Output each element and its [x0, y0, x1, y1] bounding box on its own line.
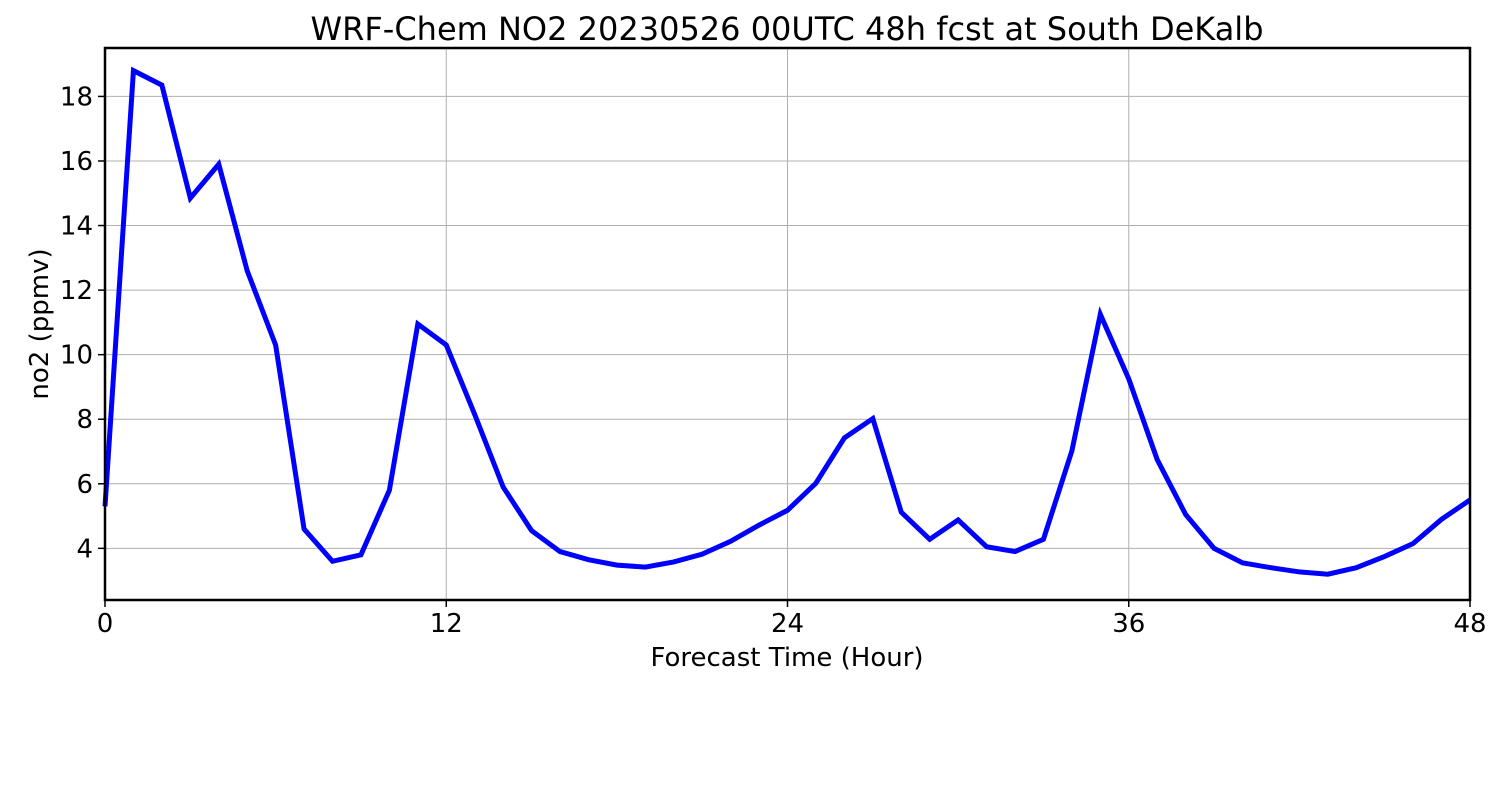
y-tick-label: 18	[60, 82, 93, 112]
y-tick-label: 6	[76, 470, 93, 500]
x-tick-label: 48	[1453, 609, 1486, 639]
y-tick-label: 4	[76, 534, 93, 564]
grid-layer	[105, 48, 1470, 600]
x-tick-label: 36	[1112, 609, 1145, 639]
y-axis-label: no2 (ppmv)	[25, 248, 55, 399]
y-tick-label: 16	[60, 147, 93, 177]
y-tick-label: 8	[76, 405, 93, 435]
y-tick-label: 14	[60, 212, 93, 242]
x-tick-label: 12	[430, 609, 463, 639]
series-layer	[102, 66, 1472, 577]
x-tick-label: 0	[97, 609, 114, 639]
chart-title: WRF-Chem NO2 20230526 00UTC 48h fcst at …	[311, 10, 1264, 48]
tick-layer: 0 12 24 36 48 4 6 8 10 12 14 16 18	[60, 82, 1487, 639]
x-tick-label: 24	[771, 609, 804, 639]
x-axis-label: Forecast Time (Hour)	[650, 643, 923, 673]
y-tick-label: 12	[60, 276, 93, 306]
y-tick-label: 10	[60, 341, 93, 371]
series-line-0	[102, 66, 1472, 577]
